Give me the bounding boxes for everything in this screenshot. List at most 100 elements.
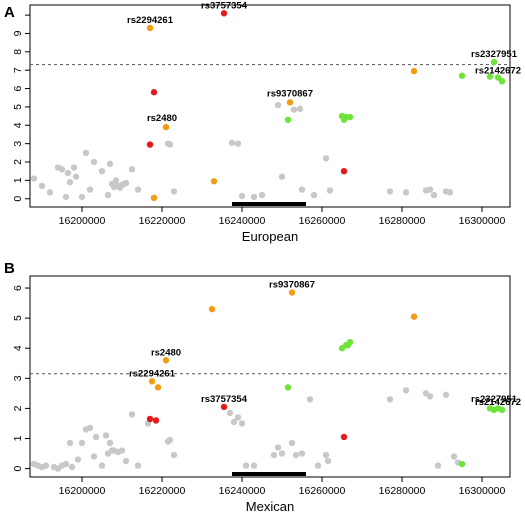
grey-point-a [104,191,112,199]
green-point-a [284,116,292,123]
y-tick-label-b: 4 [12,345,24,351]
y-tick-label-b: 6 [12,285,24,291]
grey-point-b [288,439,296,447]
plot-frame-a [29,4,511,208]
grey-point-a [290,106,298,113]
grey-point-b [134,462,142,469]
grey-point-b [402,387,410,394]
grey-point-a [430,191,438,199]
grey-point-a [106,160,114,168]
green-point-b [346,338,354,346]
grey-point-b [278,450,286,457]
grey-point-a [228,139,236,146]
grey-point-b [426,393,434,400]
orange-point-a [210,178,218,185]
red-point-a [220,10,228,17]
y-tick-label-a: 3 [12,141,24,147]
red-point-a [340,167,348,175]
grey-point-a [258,191,266,199]
grey-point-b [42,462,50,469]
x-tick-label-b: 16260000 [299,485,346,497]
grey-point-b [274,444,282,451]
grey-point-a [82,149,90,157]
grey-point-b [270,451,278,459]
panel-a: A 0 1 2 3 4 5 6 7 8 9 16200000 16220000 16240000 1626… [4,0,521,244]
plot-area-a: 0 1 2 3 4 5 6 7 8 9 16200000 16220000 16240000 162600… [12,0,521,227]
grey-point-a [402,189,410,196]
grey-point-b [106,439,114,447]
grey-point-b [90,453,98,460]
grey-point-b [62,460,70,468]
grey-point-a [58,166,66,173]
x-tick-label-a: 16200000 [59,215,106,227]
grey-point-a [112,177,120,184]
grey-point-a [134,186,142,193]
grey-point-a [274,101,282,109]
green-point-a [490,58,498,66]
x-axis-label-b: Mexican [246,499,294,514]
x-tick-label-b: 16220000 [139,485,186,497]
x-tick-label-a: 16300000 [459,215,506,227]
orange-point-a [410,67,418,75]
grey-point-a [386,188,394,195]
grey-point-b [102,432,110,439]
grey-point-b [78,439,86,447]
grey-point-a [234,140,242,147]
grey-point-a [64,169,72,177]
grey-point-b [250,462,258,469]
grey-point-a [296,105,304,112]
y-tick-label-a: 5 [12,104,24,110]
grey-point-b [92,433,100,441]
plot-frame-b [29,275,511,478]
snp-label-a: rs2142672 [475,65,521,76]
x-tick-label-b: 16280000 [379,485,426,497]
snp-label-a: rs2480 [147,113,177,124]
y-tick-label-a: 7 [12,67,24,73]
orange-point-b [288,289,296,296]
grey-point-a [128,166,136,173]
y-tick-label-a: 6 [12,85,24,91]
grey-point-a [98,167,106,175]
grey-point-a [166,141,174,148]
grey-point-a [170,188,178,195]
snp-label-a: rs2294261 [127,15,174,26]
grey-point-b [442,391,450,399]
grey-point-b [292,451,300,459]
orange-point-a [146,24,154,32]
grey-point-b [314,462,322,469]
y-tick-label-a: 2 [12,159,24,165]
x-tick-label-b: 16200000 [59,485,106,497]
grey-point-a [38,182,46,190]
panel-b: B 0 1 2 3 4 5 6 16200000 16220000 16240000 1626000… [4,260,521,514]
x-axis-label-a: European [242,229,298,244]
grey-point-a [446,189,454,196]
red-point-b [340,433,348,441]
grey-point-a [250,193,258,201]
orange-point-a [286,99,294,106]
y-tick-label-a: 8 [12,49,24,55]
grey-point-b [226,409,234,417]
red-point-b [220,403,228,411]
x-tick-label-a: 16240000 [219,215,266,227]
grey-point-b [128,411,136,418]
snp-label-b: rs9370867 [269,280,315,291]
snp-label-b: rs2480 [151,347,181,358]
grey-point-b [118,447,126,454]
grey-point-b [86,424,94,432]
grey-point-a [310,191,318,199]
grey-point-b [230,418,238,426]
orange-point-b [154,384,162,391]
orange-point-b [162,357,170,364]
panel-letter-b: B [4,260,15,277]
grey-point-a [30,175,38,182]
grey-point-a [326,187,334,194]
grey-point-b [68,463,76,471]
y-tick-label-a: 1 [12,177,24,183]
x-tick-label-a: 16220000 [139,215,186,227]
orange-point-b [410,313,418,320]
grey-point-b [98,462,106,469]
x-tick-label-a: 16280000 [379,215,426,227]
grey-point-a [78,193,86,201]
grey-point-b [434,462,442,469]
